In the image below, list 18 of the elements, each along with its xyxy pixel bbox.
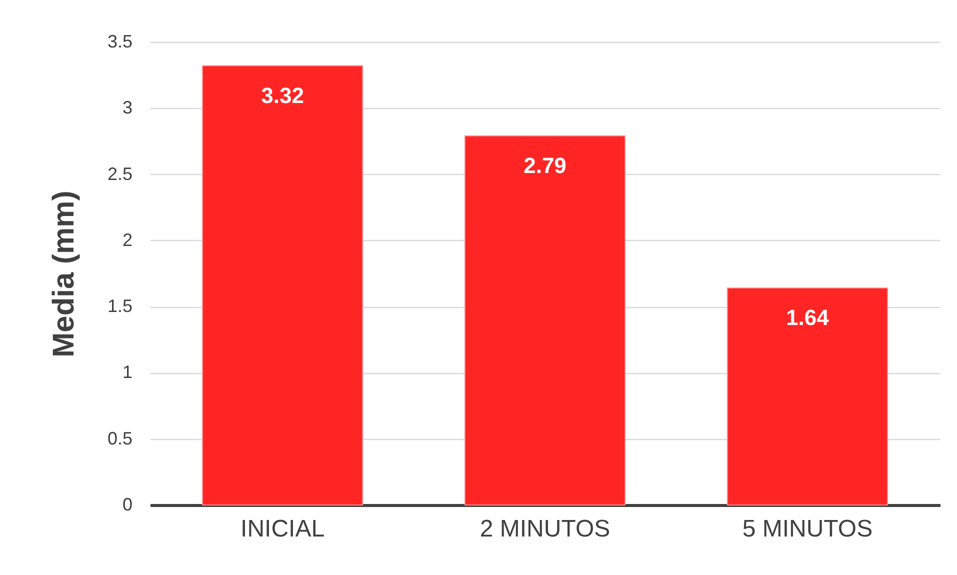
y-tick-label: 0.5 — [107, 428, 132, 448]
y-tick-label: 3 — [122, 98, 132, 118]
y-tick-label: 3.5 — [107, 32, 132, 52]
y-tick-label: 2 — [122, 230, 132, 250]
bar — [202, 65, 364, 506]
data-label: 1.64 — [786, 305, 830, 330]
y-tick-label: 1 — [122, 362, 132, 382]
x-tick-label: 2 MINUTOS — [480, 516, 610, 542]
x-tick-label: 5 MINUTOS — [742, 516, 873, 542]
bar — [464, 135, 626, 506]
y-axis-title: Media (mm) — [47, 190, 80, 358]
x-tick-label: INICIAL — [240, 516, 325, 542]
data-label: 3.32 — [261, 82, 304, 108]
y-tick-label: 2.5 — [107, 164, 132, 184]
y-tick-label: 0 — [122, 494, 132, 514]
data-label: 2.79 — [524, 152, 566, 178]
y-tick-label: 1.5 — [107, 296, 132, 316]
bar — [726, 288, 888, 506]
